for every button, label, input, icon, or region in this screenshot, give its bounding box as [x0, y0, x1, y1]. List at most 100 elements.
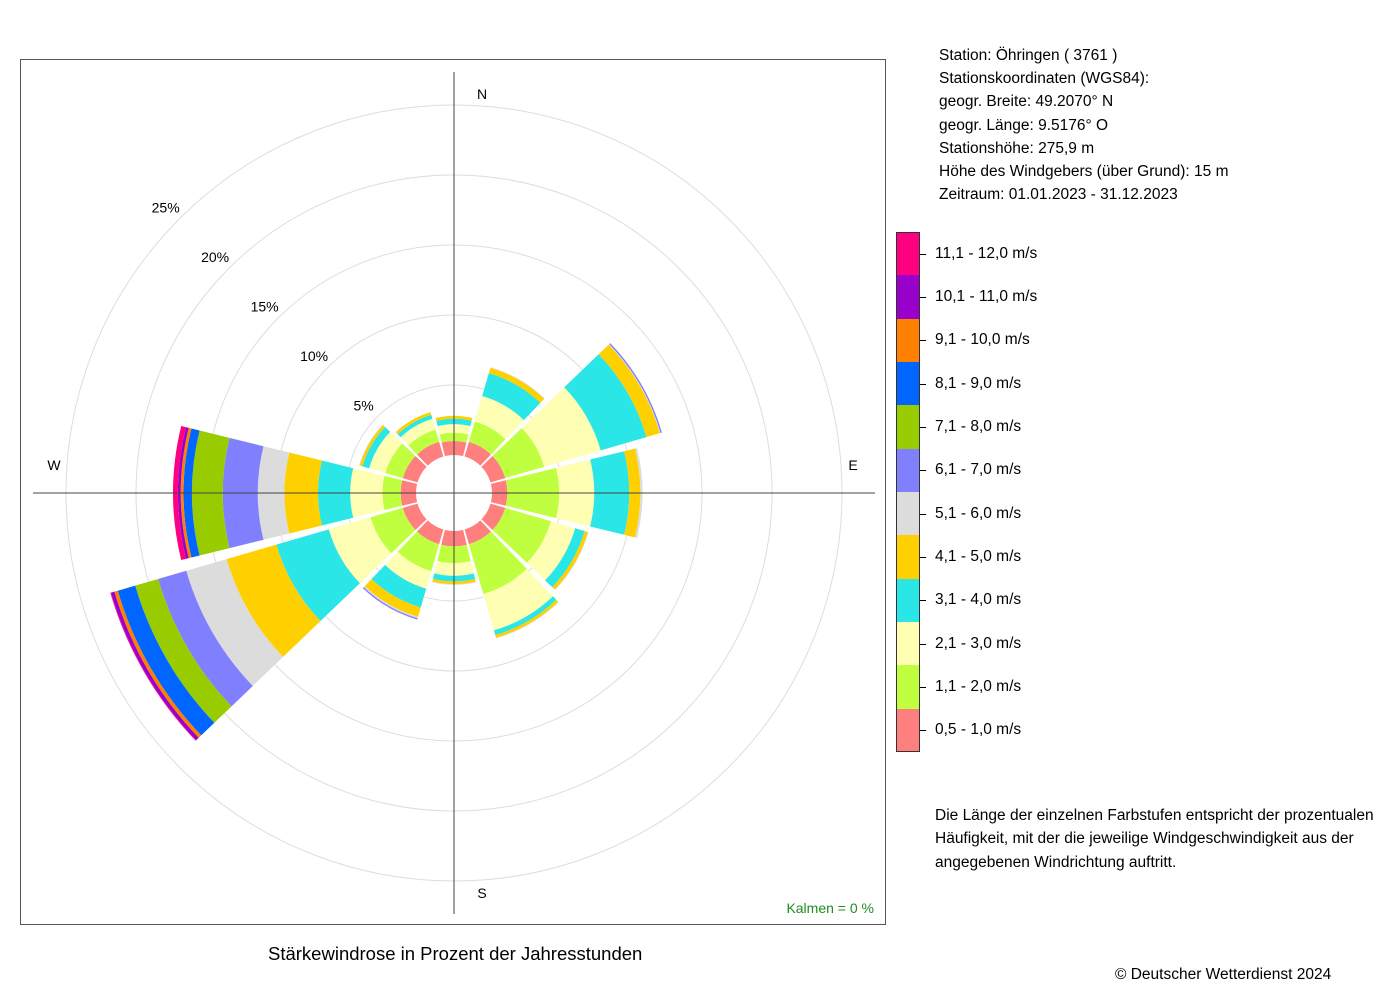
radial-tick-label: 10% [300, 348, 328, 364]
rose-segment [186, 559, 284, 686]
note-line: Häufigkeit, mit der die jeweilige Windge… [935, 830, 1354, 848]
rose-segment [364, 579, 421, 617]
radial-tick-label: 15% [251, 299, 279, 315]
longitude: geogr. Länge: 9.5176° O [939, 116, 1109, 134]
rose-segment [402, 456, 427, 483]
rose-segment [598, 344, 660, 438]
legend-label: 6,1 - 7,0 m/s [935, 461, 1022, 479]
legend-tick [920, 730, 926, 732]
rose-segment [158, 570, 253, 707]
rose-segment [417, 441, 444, 466]
chart-title: Stärkewindrose in Prozent der Jahresstun… [268, 943, 643, 964]
rose-segment [328, 517, 392, 584]
compass-label: E [848, 457, 857, 473]
radial-tick-label: 20% [201, 249, 229, 265]
legend-label: 0,5 - 1,0 m/s [935, 721, 1022, 739]
legend-swatch [896, 275, 920, 319]
rose-segment [397, 414, 433, 438]
radial-tick-label: 25% [152, 200, 180, 216]
sensor-height: Höhe des Windgebers (über Grund): 15 m [939, 163, 1229, 181]
rose-segment [370, 507, 416, 554]
compass-label: N [477, 86, 487, 102]
legend-label: 1,1 - 2,0 m/s [935, 678, 1022, 695]
legend-tick [920, 513, 926, 515]
rose-segment [400, 418, 436, 446]
legend-tick [920, 643, 926, 645]
rose-segment [180, 427, 192, 559]
legend-tick [920, 297, 926, 298]
rose-segment [492, 427, 545, 479]
rose-segment [369, 431, 403, 474]
legend-label: 9,1 - 10,0 m/s [935, 331, 1030, 349]
legend-label: 7,1 - 8,0 m/s [935, 418, 1022, 435]
rose-segment [397, 531, 440, 572]
legend-swatch [896, 578, 920, 622]
legend-label: 2,1 - 3,0 m/s [935, 634, 1022, 652]
legend-swatch [896, 448, 920, 492]
rose-segment [177, 427, 189, 559]
rose-segment [395, 412, 432, 435]
station-height: Stationshöhe: 275,9 m [939, 139, 1095, 157]
rose-segment [483, 568, 553, 631]
rose-segment [117, 585, 215, 736]
rose-segment [468, 531, 527, 595]
note-line: angegebenen Windrichtung auftritt. [935, 853, 1177, 871]
rose-segment [552, 530, 588, 590]
legend-swatch [896, 318, 920, 362]
legend-tick [920, 470, 926, 472]
station-name: Station: Öhringen ( 3761 ) [939, 47, 1118, 64]
latitude: geogr. Breite: 49.2070° N [939, 93, 1114, 111]
legend-label: 4,1 - 5,0 m/s [935, 548, 1022, 565]
rose-segment [432, 581, 476, 585]
legend-swatch [896, 535, 920, 579]
rose-segment [226, 544, 321, 657]
legend-tick [920, 253, 926, 255]
copyright: © Deutscher Wetterdienst 2024 [1115, 966, 1332, 983]
legend-swatch [896, 622, 920, 666]
wind-rose-chart: 5% 10% 15% 20% 25% N E S W Kalmen = 0 % [33, 72, 875, 916]
rose-segment [417, 520, 444, 545]
rose-segment [402, 503, 427, 530]
rose-segment [371, 564, 427, 608]
legend-tick [920, 600, 926, 602]
rose-segment [521, 387, 601, 467]
station-info: Station: Öhringen ( 3761 ) Stationskoord… [939, 44, 1228, 206]
rose-segment [482, 373, 541, 421]
legend-tick [920, 557, 926, 558]
period: Zeitraum: 01.01.2023 - 31.12.2023 [939, 186, 1178, 204]
rose-segment [481, 503, 506, 530]
rose-segment [468, 421, 506, 455]
rose-segment [385, 443, 416, 479]
legend-swatch [896, 362, 920, 406]
legend-tick [920, 687, 926, 688]
rose-segment [385, 551, 432, 589]
rose-segment [495, 599, 559, 638]
legend-swatch [896, 405, 920, 449]
rose-segment [488, 367, 545, 403]
rose-segment [564, 354, 647, 451]
rose-segment [173, 425, 186, 561]
rose-segment [526, 521, 576, 581]
legend-tick [920, 427, 926, 428]
rose-segment [408, 429, 440, 455]
legend-border [896, 232, 920, 752]
rose-segment [493, 596, 557, 636]
radial-tick-label: 5% [354, 398, 374, 414]
legend-swatch [896, 492, 920, 536]
legend-swatch [896, 232, 920, 276]
legend-tick [920, 383, 926, 385]
legend-label: 10,1 - 11,0 m/s [935, 288, 1038, 305]
calms-label: Kalmen = 0 % [786, 900, 874, 916]
legend-label: 8,1 - 9,0 m/s [935, 374, 1022, 392]
rose-segment [492, 507, 551, 563]
rose-segment [481, 456, 506, 483]
legend-label: 3,1 - 4,0 m/s [935, 591, 1022, 609]
rose-segment [362, 426, 391, 469]
compass-label: W [47, 457, 61, 473]
coords-header: Stationskoordinaten (WGS84): [939, 70, 1150, 88]
rose-segment [135, 578, 232, 723]
legend-tick [920, 340, 926, 342]
rose-segment [359, 425, 386, 467]
note-line: Die Länge der einzelnen Farbstufen entsp… [935, 807, 1374, 824]
legend-swatch [896, 665, 920, 709]
